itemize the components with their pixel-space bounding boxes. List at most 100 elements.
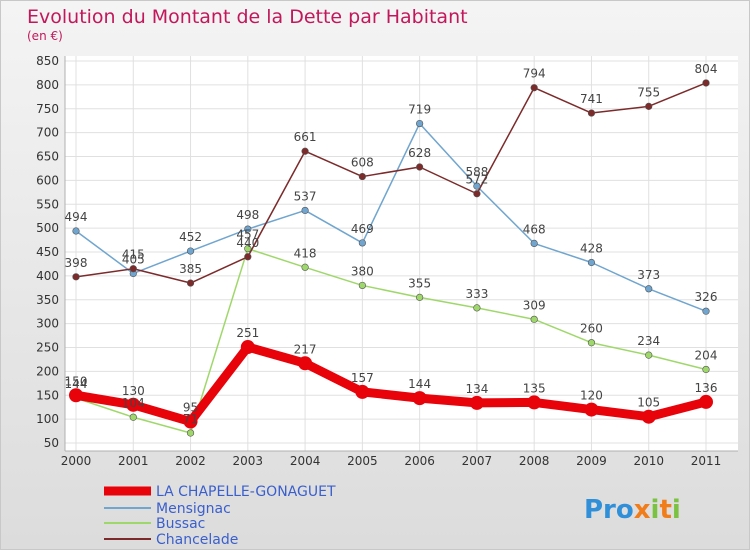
y-tick-label: 450 — [36, 245, 59, 259]
legend-label: Bussac — [156, 516, 205, 532]
data-point — [702, 79, 710, 87]
data-point — [244, 225, 252, 233]
x-tick-label: 2008 — [519, 454, 550, 468]
data-label: 572 — [465, 173, 488, 187]
data-label: 134 — [465, 382, 488, 396]
y-tick-label: 250 — [36, 341, 59, 355]
x-tick-label: 2000 — [61, 454, 92, 468]
data-label: 373 — [637, 268, 660, 282]
data-label: 217 — [294, 342, 317, 356]
data-label: 144 — [65, 377, 88, 391]
data-label: 234 — [637, 334, 660, 348]
data-point — [358, 172, 366, 181]
data-label: 333 — [465, 287, 488, 301]
data-label: 405 — [122, 252, 145, 266]
data-point — [416, 119, 424, 128]
data-label: 157 — [351, 371, 374, 385]
y-tick-label: 750 — [36, 102, 59, 116]
data-point — [355, 384, 370, 399]
data-label: 130 — [122, 384, 145, 398]
y-tick-label: 850 — [36, 54, 59, 68]
data-point — [645, 285, 653, 293]
x-tick-label: 2004 — [290, 454, 321, 468]
y-tick-label: 150 — [36, 388, 59, 402]
data-point — [129, 413, 137, 421]
data-point — [412, 391, 427, 406]
data-label: 95 — [183, 401, 198, 415]
data-label: 452 — [179, 230, 202, 244]
data-point — [240, 340, 255, 355]
data-point — [587, 339, 596, 347]
x-tick-label: 2006 — [404, 454, 435, 468]
data-point — [473, 190, 481, 198]
data-label: 385 — [179, 262, 202, 276]
y-tick-label: 300 — [36, 317, 59, 331]
data-label: 661 — [294, 130, 317, 144]
data-label: 355 — [408, 276, 431, 290]
svg-text:Proxiti: Proxiti — [584, 495, 681, 525]
data-label: 755 — [637, 85, 660, 99]
data-label: 105 — [637, 396, 660, 410]
data-point — [126, 397, 141, 412]
data-label: 468 — [523, 222, 546, 236]
data-point — [645, 102, 653, 110]
legend-label: Mensignac — [156, 501, 231, 517]
y-tick-label: 550 — [36, 197, 59, 211]
data-label: 251 — [236, 326, 259, 340]
x-tick-label: 2001 — [118, 454, 149, 468]
data-label: 498 — [236, 208, 259, 222]
data-point — [584, 402, 599, 417]
data-point — [530, 315, 538, 323]
data-label: 71 — [183, 412, 198, 426]
data-label: 804 — [695, 62, 718, 76]
data-point — [416, 293, 424, 301]
data-point — [469, 395, 484, 410]
x-tick-label: 2007 — [462, 454, 493, 468]
data-label: 428 — [580, 242, 603, 256]
data-label: 120 — [580, 389, 603, 403]
data-label: 588 — [465, 165, 488, 179]
data-label: 309 — [523, 298, 546, 312]
data-label: 260 — [580, 322, 603, 336]
data-label: 537 — [294, 189, 317, 203]
data-point — [183, 414, 198, 429]
data-point — [641, 409, 656, 424]
y-tick-label: 500 — [36, 221, 59, 235]
series-line-1 — [75, 122, 707, 312]
y-tick-label: 50 — [44, 436, 59, 450]
data-point — [244, 245, 252, 253]
data-point — [72, 273, 80, 281]
proxiti-logo: Proxiti — [584, 495, 681, 525]
data-point — [530, 239, 538, 248]
series-line-2 — [75, 247, 707, 434]
y-tick-label: 400 — [36, 269, 59, 283]
data-point — [186, 279, 195, 287]
data-point — [129, 265, 137, 273]
data-label: 104 — [122, 396, 145, 410]
data-label: 794 — [523, 67, 546, 81]
data-label: 440 — [236, 236, 259, 250]
y-tick-label: 200 — [36, 364, 59, 378]
data-point — [301, 206, 309, 215]
data-label: 150 — [65, 374, 88, 388]
chart-subtitle: (en €) — [27, 29, 63, 43]
x-tick-label: 2010 — [633, 454, 664, 468]
series-line-0 — [71, 342, 711, 427]
data-point — [530, 84, 538, 92]
data-point — [358, 281, 366, 290]
x-tick-label: 2009 — [576, 454, 607, 468]
x-tick-label: 2005 — [347, 454, 378, 468]
y-tick-label: 350 — [36, 293, 59, 307]
data-point — [301, 263, 309, 271]
y-tick-label: 100 — [36, 412, 59, 426]
x-tick-label: 2011 — [691, 454, 722, 468]
data-label: 418 — [294, 246, 317, 260]
data-point — [473, 304, 481, 312]
data-point — [301, 147, 309, 155]
data-point — [587, 258, 596, 267]
data-point — [244, 253, 252, 261]
legend-label: Chancelade — [156, 532, 238, 548]
data-point — [298, 356, 313, 371]
data-point — [473, 182, 481, 190]
series-line-3 — [75, 82, 707, 284]
